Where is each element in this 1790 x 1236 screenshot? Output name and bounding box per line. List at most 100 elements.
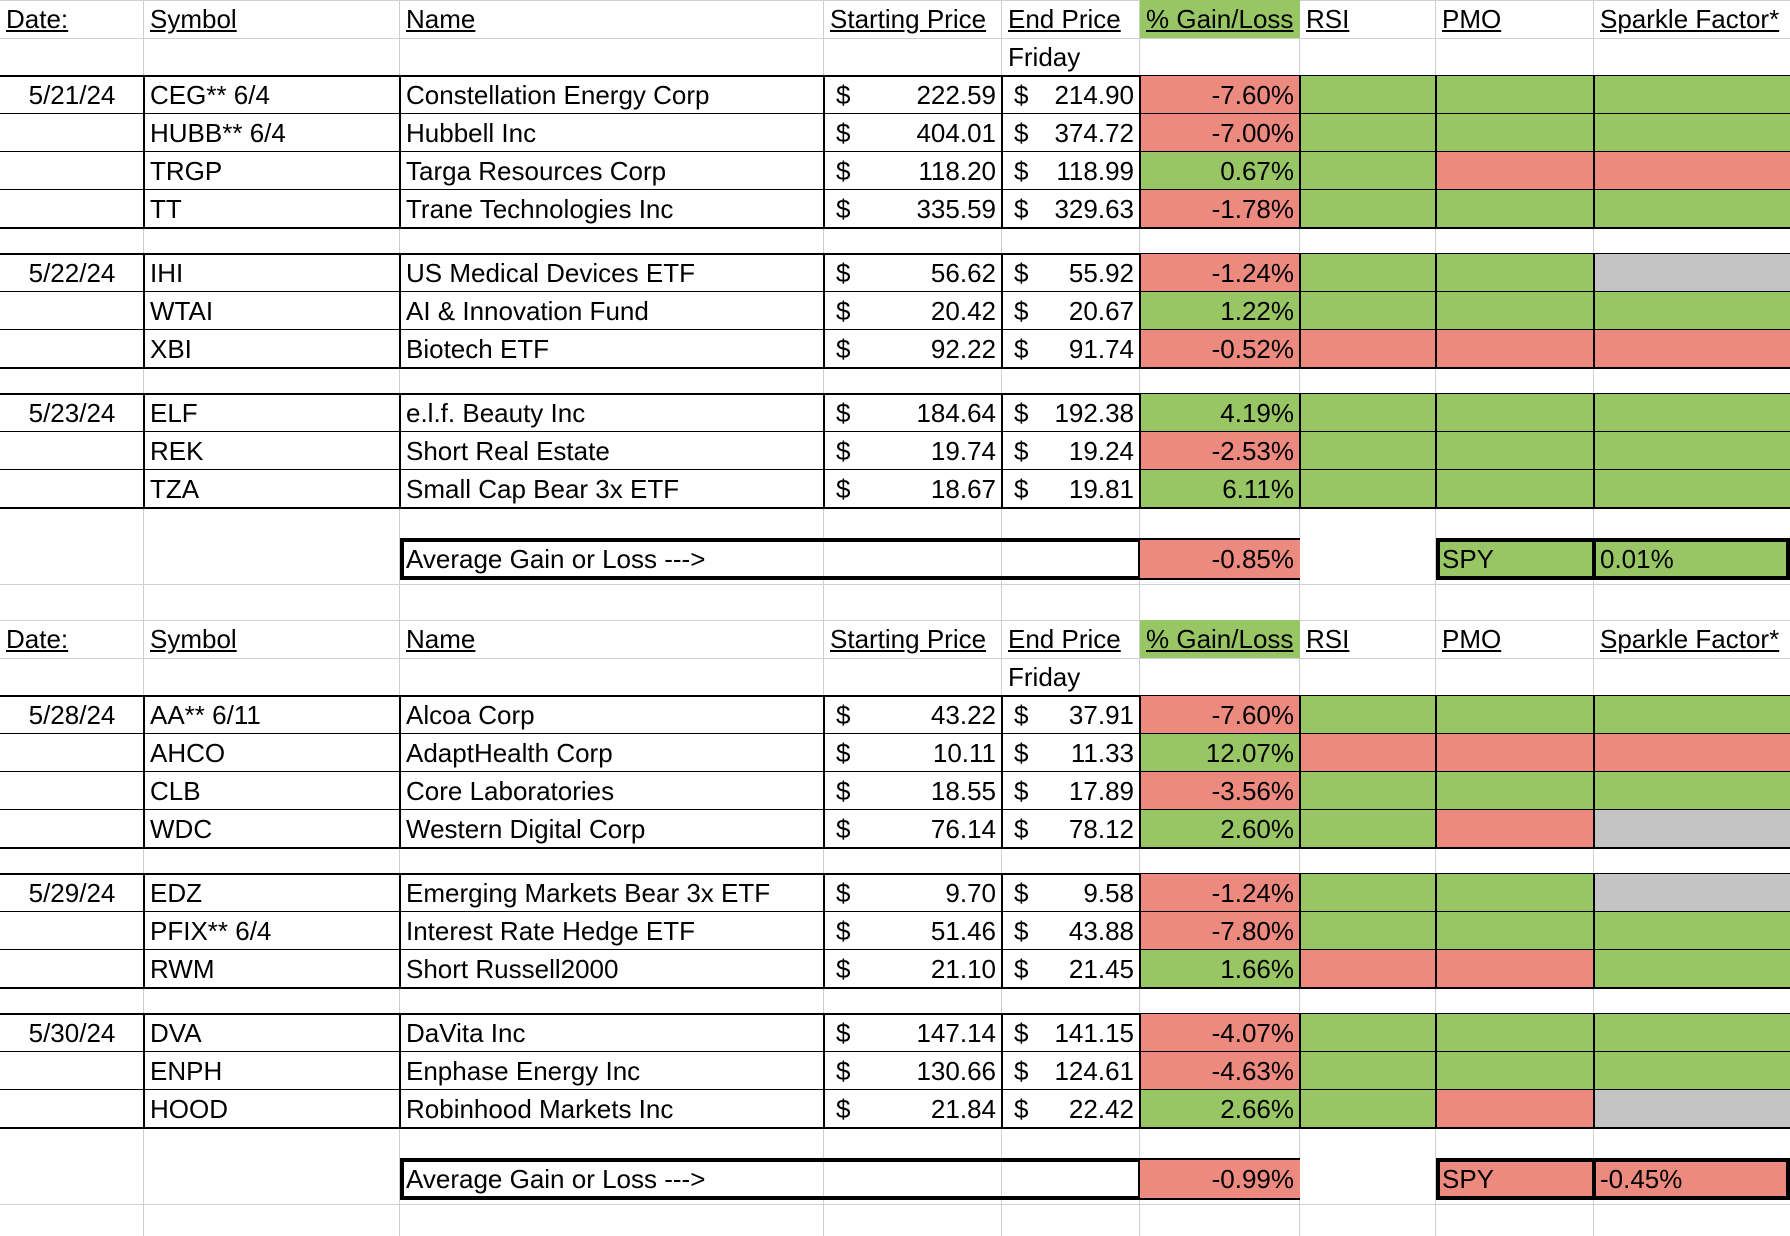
currency-symbol: $	[836, 700, 851, 730]
name-cell: US Medical Devices ETF	[406, 258, 695, 288]
end-price-value: 78.12	[1068, 814, 1134, 844]
rsi-indicator	[1300, 1090, 1436, 1128]
cell-border	[1299, 1013, 1301, 1128]
starting-price-value: 147.14	[916, 1018, 996, 1048]
sparkle-factor-indicator	[1594, 190, 1790, 228]
gain-loss-cell: -1.24%	[1140, 254, 1300, 292]
end-price-value: 374.72	[1054, 118, 1134, 148]
pmo-indicator	[1436, 810, 1594, 848]
date-cell: 5/23/24	[28, 398, 116, 428]
currency-symbol: $	[1014, 954, 1029, 984]
symbol-cell: HOOD	[150, 1094, 228, 1124]
cell-border	[143, 873, 145, 988]
currency-symbol: $	[1014, 334, 1029, 364]
cell-border	[0, 291, 1790, 292]
gain-loss-cell: 0.67%	[1140, 152, 1300, 190]
sparkle-factor-indicator	[1594, 254, 1790, 292]
gridline	[0, 38, 1790, 39]
symbol-cell: AA** 6/11	[150, 700, 261, 730]
end-price-value: 124.61	[1054, 1056, 1134, 1086]
starting-price-value: 9.70	[945, 878, 996, 908]
cell-border	[0, 987, 1790, 989]
header-starting-price: Starting Price	[830, 624, 987, 654]
cell-border	[399, 253, 401, 368]
rsi-indicator	[1300, 114, 1436, 152]
gain-loss-cell: 1.22%	[1140, 292, 1300, 330]
gridline	[399, 0, 400, 1236]
sparkle-factor-indicator	[1594, 810, 1790, 848]
currency-symbol: $	[836, 80, 851, 110]
name-cell: AI & Innovation Fund	[406, 296, 649, 326]
spy-box	[1436, 1158, 1790, 1200]
currency-symbol: $	[1014, 474, 1029, 504]
cell-border	[1592, 1160, 1596, 1198]
average-label: Average Gain or Loss --->	[406, 544, 706, 574]
pmo-indicator	[1436, 470, 1594, 508]
cell-border	[0, 1013, 1790, 1014]
gridline	[0, 1204, 1790, 1205]
gain-loss-cell: -7.80%	[1140, 912, 1300, 950]
average-label: Average Gain or Loss --->	[406, 1164, 706, 1194]
currency-symbol: $	[836, 776, 851, 806]
cell-border	[823, 75, 825, 228]
sparkle-factor-indicator	[1594, 1052, 1790, 1090]
sparkle-factor-indicator	[1594, 470, 1790, 508]
currency-symbol: $	[1014, 398, 1029, 428]
cell-border	[0, 367, 1790, 369]
gain-loss-cell: -7.00%	[1140, 114, 1300, 152]
cell-border	[1139, 1013, 1141, 1128]
rsi-indicator	[1300, 1014, 1436, 1052]
cell-border	[1593, 873, 1595, 988]
gain-loss-cell: 4.19%	[1140, 394, 1300, 432]
cell-border	[1593, 1013, 1595, 1128]
end-price-value: 22.42	[1068, 1094, 1134, 1124]
starting-price-value: 56.62	[930, 258, 996, 288]
symbol-cell: AHCO	[150, 738, 226, 768]
end-price-value: 91.74	[1068, 334, 1134, 364]
header-date: Date:	[6, 4, 69, 34]
gain-loss-cell: -3.56%	[1140, 772, 1300, 810]
sparkle-factor-indicator	[1594, 912, 1790, 950]
starting-price-value: 222.59	[916, 80, 996, 110]
currency-symbol: $	[836, 398, 851, 428]
sparkle-factor-indicator	[1594, 330, 1790, 368]
header-sparkle-factor: Sparkle Factor*	[1600, 624, 1780, 654]
name-cell: Emerging Markets Bear 3x ETF	[406, 878, 771, 908]
gridline	[0, 620, 1790, 621]
cell-border	[0, 1089, 1790, 1090]
cell-border	[1593, 253, 1595, 368]
symbol-cell: ENPH	[150, 1056, 223, 1086]
cell-border	[0, 393, 1790, 395]
pmo-indicator	[1436, 874, 1594, 912]
cell-border	[1139, 253, 1141, 368]
subheader-friday: Friday	[1008, 662, 1081, 692]
cell-border	[143, 695, 145, 848]
currency-symbol: $	[836, 738, 851, 768]
pmo-indicator	[1436, 1014, 1594, 1052]
currency-symbol: $	[836, 296, 851, 326]
spy-value: -0.45%	[1594, 1160, 1790, 1198]
sparkle-factor-indicator	[1594, 114, 1790, 152]
cell-border	[0, 507, 1790, 509]
end-price-value: 20.67	[1068, 296, 1134, 326]
cell-border	[0, 873, 1790, 875]
name-cell: Trane Technologies Inc	[406, 194, 674, 224]
gridline	[0, 584, 1790, 585]
header-starting-price: Starting Price	[830, 4, 987, 34]
pmo-indicator	[1436, 152, 1594, 190]
rsi-indicator	[1300, 330, 1436, 368]
cell-border	[0, 695, 1790, 697]
cell-border	[0, 695, 1790, 696]
starting-price-value: 21.10	[930, 954, 996, 984]
gain-loss-cell: 1.66%	[1140, 950, 1300, 988]
date-cell: 5/30/24	[28, 1018, 116, 1048]
currency-symbol: $	[836, 1018, 851, 1048]
symbol-cell: DVA	[150, 1018, 202, 1048]
rsi-indicator	[1300, 950, 1436, 988]
header-gain-loss: % Gain/Loss	[1140, 620, 1300, 658]
name-cell: Hubbell Inc	[406, 118, 537, 148]
gridline	[1001, 0, 1002, 1236]
cell-border	[399, 873, 401, 988]
symbol-cell: CEG** 6/4	[150, 80, 270, 110]
